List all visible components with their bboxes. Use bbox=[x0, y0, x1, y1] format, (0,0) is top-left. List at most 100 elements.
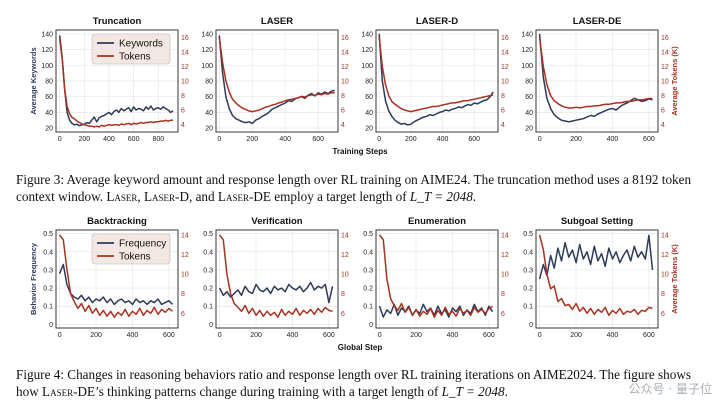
y-tick-label-right: 10 bbox=[341, 272, 349, 279]
y-tick-label-left: 0.3 bbox=[363, 267, 373, 274]
legend-label: Tokens bbox=[119, 252, 151, 263]
y-tick-label-left: 140 bbox=[521, 31, 533, 38]
y-tick-label-left: 0.2 bbox=[43, 286, 53, 293]
y-tick-label-left: 20 bbox=[45, 126, 53, 133]
y-tick-label-right: 8 bbox=[341, 291, 345, 298]
caption-3-laser: Laser bbox=[106, 189, 138, 204]
x-tick-label: 0 bbox=[538, 332, 542, 339]
chart-panel-7: Subgoal Setting 0 0.1 0.2 0.3 0.4 0.5 6 8 10 12 14 0… bbox=[523, 216, 679, 339]
y-tick-label-right: 8 bbox=[661, 291, 665, 298]
y-tick-label-left: 0.4 bbox=[363, 249, 373, 256]
y-tick-label-left: 0 bbox=[49, 322, 53, 329]
x-tick-label: 400 bbox=[447, 332, 459, 339]
y-tick-label-left: 60 bbox=[45, 94, 53, 101]
y-tick-label-left: 20 bbox=[365, 126, 373, 133]
caption-3-end: . bbox=[472, 189, 477, 204]
y-tick-label-right: 12 bbox=[501, 252, 509, 259]
y-tick-label-left: 140 bbox=[201, 31, 213, 38]
plot-frame bbox=[535, 229, 659, 329]
caption-3-sep: , bbox=[137, 189, 144, 204]
y-tick-label-left: 0.4 bbox=[43, 249, 53, 256]
x-tick-label: 200 bbox=[90, 332, 102, 339]
y-tick-label-right: 8 bbox=[181, 291, 185, 298]
figure-4-charts: Backtracking 0 0.1 0.2 0.3 0.4 0.5 6 8 10 12 14 0 200… bbox=[29, 216, 679, 352]
x-tick-label: 200 bbox=[405, 136, 417, 143]
legend-label: Keywords bbox=[119, 39, 163, 50]
x-tick-label: 400 bbox=[607, 332, 619, 339]
y-tick-label-left: 0.5 bbox=[43, 231, 53, 238]
chart-title: Backtracking bbox=[87, 216, 147, 227]
caption-4-mid: ’s thinking patterns change during train… bbox=[95, 384, 442, 399]
series-line-keywords bbox=[378, 33, 494, 126]
y-tick-label-left: 20 bbox=[205, 126, 213, 133]
y-tick-label-left: 0.3 bbox=[203, 267, 213, 274]
y-tick-label-right: 10 bbox=[661, 272, 669, 279]
y-tick-label-left: 40 bbox=[205, 110, 213, 117]
y-tick-label-right: 4 bbox=[341, 122, 345, 129]
series-line-frequency bbox=[218, 281, 334, 304]
x-tick-label: 400 bbox=[279, 136, 291, 143]
y-tick-label-left: 0 bbox=[529, 322, 533, 329]
y-tick-label-right: 10 bbox=[501, 272, 509, 279]
chart-panel-5: Verification 0 0.1 0.2 0.3 0.4 0.5 6 8 10 12 14 0 200… bbox=[203, 216, 349, 339]
y-tick-label-left: 40 bbox=[365, 110, 373, 117]
x-tick-label: 0 bbox=[538, 136, 542, 143]
series-line-tokens bbox=[59, 234, 173, 318]
y-tick-label-right: 6 bbox=[181, 311, 185, 318]
chart-legend: Frequency Tokens bbox=[91, 233, 171, 265]
x-tick-label: 800 bbox=[152, 136, 164, 143]
y-tick-label-right: 8 bbox=[661, 93, 665, 100]
watermark: 公众号 · 量子位 bbox=[628, 382, 712, 396]
y-tick-label-right: 12 bbox=[661, 252, 669, 259]
series-line-frequency bbox=[378, 303, 494, 318]
y-tick-label-left: 0.5 bbox=[203, 231, 213, 238]
chart-title: LASER-DE bbox=[573, 16, 622, 27]
chart-title: LASER bbox=[261, 16, 293, 27]
plot-frame bbox=[535, 29, 659, 133]
y-tick-label-left: 140 bbox=[41, 31, 53, 38]
y-tick-label-right: 6 bbox=[501, 311, 505, 318]
y-tick-label-left: 100 bbox=[201, 63, 213, 70]
y-tick-label-right: 14 bbox=[181, 232, 189, 239]
chart-panel-6: Enumeration 0 0.1 0.2 0.3 0.4 0.5 6 8 10 12 14 0 200 4… bbox=[363, 216, 509, 339]
y-tick-label-left: 0.2 bbox=[523, 286, 533, 293]
x-tick-label: 600 bbox=[163, 332, 175, 339]
x-tick-label: 400 bbox=[103, 136, 115, 143]
chart-panel-2: LASER-D 20 40 60 80 100 120 140 4 6 8 10 12 14 16 0 200 4… bbox=[361, 16, 509, 143]
caption-3-mid: employ a target length of bbox=[270, 189, 410, 204]
y-tick-label-left: 80 bbox=[45, 79, 53, 86]
y-tick-label-left: 60 bbox=[525, 94, 533, 101]
y-tick-label-left: 40 bbox=[45, 110, 53, 117]
series-line-keywords bbox=[538, 33, 653, 123]
plot-frame bbox=[215, 29, 339, 133]
y-tick-label-right: 4 bbox=[181, 122, 185, 129]
series-line-tokens bbox=[378, 37, 494, 113]
chart-panel-0: Truncation 20 40 60 80 100 120 140 4 6 8 10 12 14 16 0 2… bbox=[29, 16, 189, 143]
y-tick-label-left: 120 bbox=[41, 47, 53, 54]
y-axis-label-right: Average Tokens (K) bbox=[670, 244, 679, 314]
x-tick-label: 600 bbox=[643, 332, 655, 339]
y-tick-label-right: 16 bbox=[341, 35, 349, 42]
x-tick-label: 400 bbox=[127, 332, 139, 339]
x-axis-label-row2: Global Step bbox=[338, 343, 383, 352]
y-tick-label-right: 10 bbox=[501, 79, 509, 86]
caption-3-prefix: Figure 3: Average keyword amount and res… bbox=[16, 172, 692, 204]
y-tick-label-right: 6 bbox=[181, 108, 185, 115]
x-tick-label: 0 bbox=[58, 332, 62, 339]
x-tick-label: 200 bbox=[570, 332, 582, 339]
chart-panel-4: Backtracking 0 0.1 0.2 0.3 0.4 0.5 6 8 10 12 14 0 200… bbox=[29, 216, 189, 339]
y-tick-label-right: 10 bbox=[181, 272, 189, 279]
caption-4-prefix: Figure 4: Changes in reasoning behaviors… bbox=[16, 367, 691, 399]
y-tick-label-left: 0.3 bbox=[43, 267, 53, 274]
series-line-frequency bbox=[538, 234, 654, 280]
y-tick-label-left: 100 bbox=[521, 63, 533, 70]
y-tick-label-right: 6 bbox=[341, 108, 345, 115]
y-tick-label-right: 16 bbox=[661, 35, 669, 42]
chart-title: Subgoal Setting bbox=[561, 216, 634, 227]
y-tick-label-left: 20 bbox=[525, 126, 533, 133]
x-tick-label: 400 bbox=[287, 332, 299, 339]
y-tick-label-right: 14 bbox=[341, 232, 349, 239]
plot-frame bbox=[55, 29, 179, 133]
y-tick-label-right: 12 bbox=[341, 252, 349, 259]
y-tick-label-left: 0.4 bbox=[203, 249, 213, 256]
